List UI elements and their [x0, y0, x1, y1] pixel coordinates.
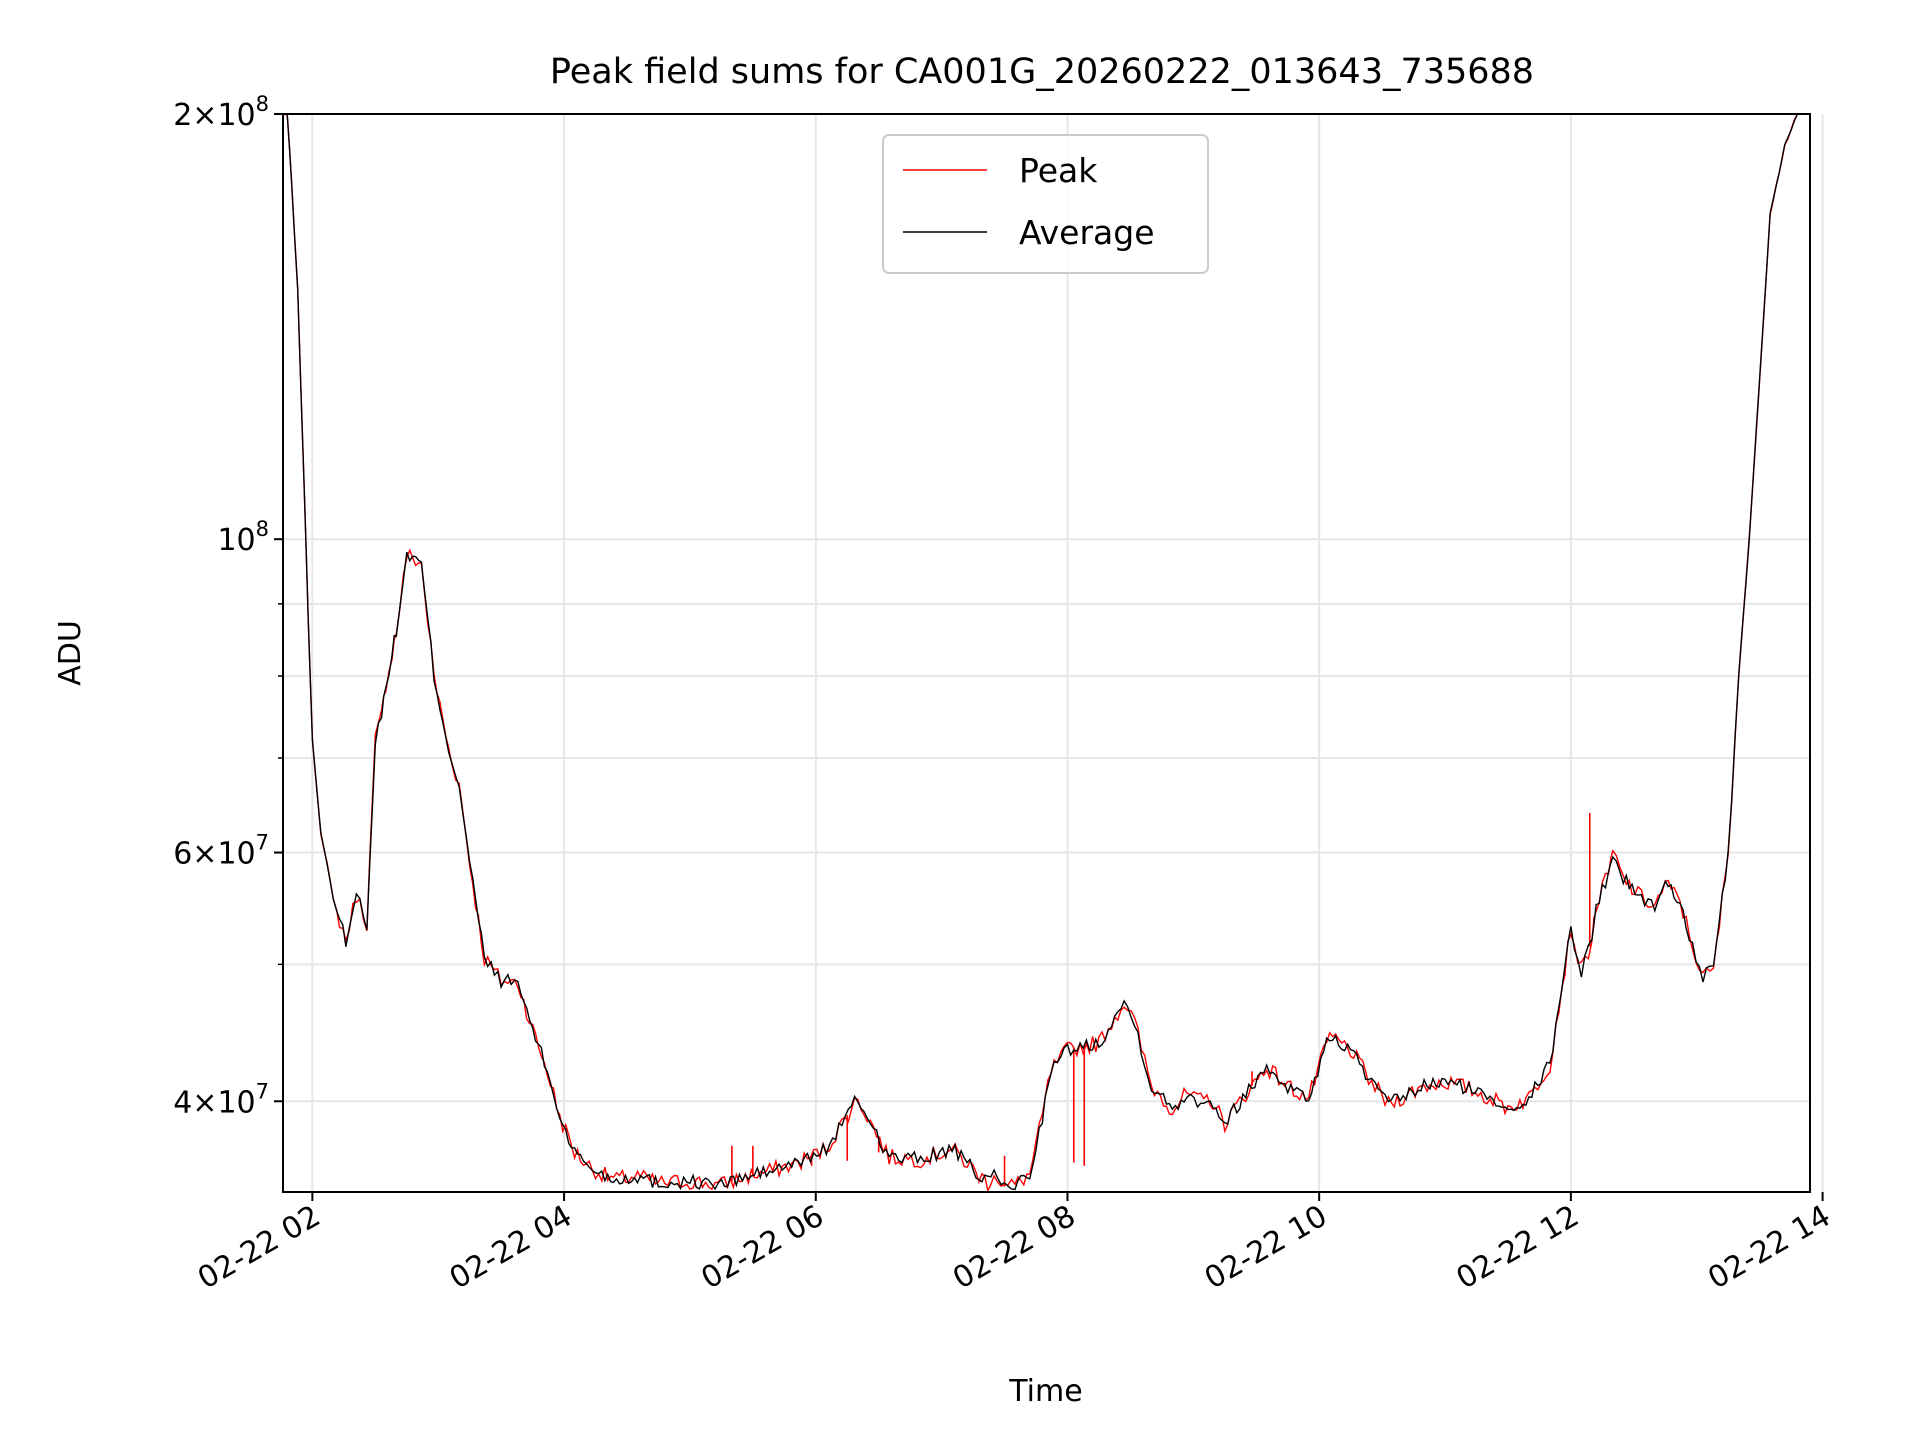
y-tick-label: 6×107: [173, 831, 269, 872]
legend-average-label: Average: [1019, 213, 1155, 252]
x-axis-label: Time: [1008, 1374, 1082, 1409]
series-group: [282, 113, 1806, 1193]
y-axis-label: ADU: [53, 620, 88, 686]
y-tick-label: 4×107: [173, 1079, 269, 1120]
plot-frame: [282, 113, 1811, 1193]
y-tick-label: 2×108: [173, 92, 269, 133]
y-tick-label: 108: [217, 517, 269, 558]
y-axis-ticks: 4×107 6×107 108 2×108: [173, 92, 283, 1120]
legend-peak-label: Peak: [1019, 151, 1098, 190]
chart-title: Peak field sums for CA001G_20260222_0136…: [550, 52, 1534, 92]
series-average-line: [282, 113, 1806, 1191]
legend: Peak Average: [882, 134, 1209, 274]
